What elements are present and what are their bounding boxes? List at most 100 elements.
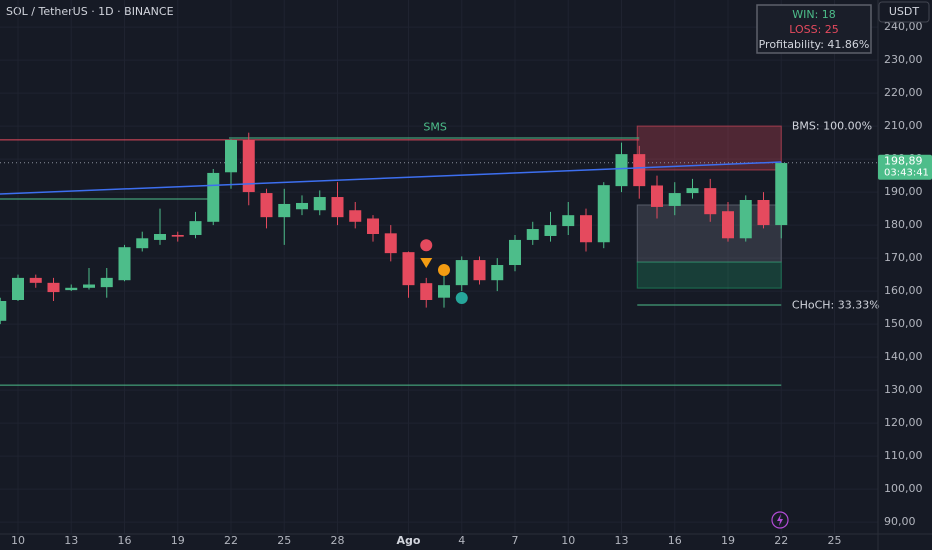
countdown-label: 03:43:41 [884, 168, 929, 179]
candle-body [0, 300, 7, 321]
y-tick-label: 230,00 [884, 53, 923, 66]
price-label-box [878, 154, 932, 180]
candle-body [207, 172, 220, 222]
candle-body [83, 284, 95, 288]
signal-marker [420, 258, 433, 269]
x-tick-label: 10 [561, 534, 575, 547]
signal-marker [438, 263, 450, 276]
x-tick-label: 25 [828, 534, 842, 547]
stats-line: Profitability: 41.86% [759, 38, 870, 51]
candle-body [491, 265, 504, 281]
y-tick-label: 210,00 [884, 119, 923, 132]
candle-body [29, 277, 42, 283]
x-tick-label: 22 [224, 534, 238, 547]
candle-body [118, 247, 131, 281]
candle-body [739, 200, 752, 239]
candle-body [580, 215, 592, 243]
candle-body [633, 154, 646, 187]
x-tick-label: 19 [171, 534, 185, 547]
candle-body [722, 211, 734, 239]
x-tick-label: 16 [118, 534, 132, 547]
x-tick-label: 25 [277, 534, 291, 547]
annotation: BMS: 100.00% [792, 120, 872, 133]
candle-body [686, 188, 699, 194]
candle-body [349, 210, 362, 222]
candle-body [704, 188, 717, 215]
y-tick-label: 180,00 [884, 218, 923, 231]
signal-marker [455, 292, 468, 305]
y-tick-label: 160,00 [884, 284, 923, 297]
grid [0, 0, 878, 534]
levels [0, 137, 878, 386]
candle-body [438, 285, 450, 298]
candle-body [775, 163, 788, 226]
candle-body [420, 283, 433, 301]
alert-icon[interactable] [771, 511, 789, 529]
candle-body [242, 139, 255, 193]
stats-box [756, 4, 872, 54]
x-tick-label: 4 [458, 534, 465, 547]
stats-line: LOSS: 25 [789, 23, 839, 36]
candle-body [402, 252, 415, 286]
candle-body [65, 287, 78, 291]
candle-body [100, 277, 113, 288]
y-tick-label: 190,00 [884, 185, 923, 198]
x-tick-label: 13 [615, 534, 629, 547]
currency-button-label: USDT [889, 5, 920, 18]
candle-body [544, 225, 557, 236]
candle-body [562, 215, 575, 227]
annotation: SMS [423, 120, 446, 133]
y-tick-label: 110,00 [884, 449, 923, 462]
y-tick-label: 220,00 [884, 86, 923, 99]
candle-body [260, 193, 273, 218]
candle-body [225, 139, 237, 173]
y-tick-label: 100,00 [884, 482, 923, 495]
candle-body [12, 277, 24, 301]
candle-body [296, 202, 308, 210]
stats-line: WIN: 18 [792, 8, 836, 21]
candle-body [526, 229, 539, 240]
x-tick-label: 7 [512, 534, 519, 547]
candle-body [651, 185, 663, 207]
y-tick-label: 150,00 [884, 317, 923, 330]
annotation: CHoCH: 33.33% [792, 299, 880, 312]
candle-body [615, 154, 628, 187]
candle-body [473, 260, 486, 281]
y-tick-label: 120,00 [884, 416, 923, 429]
y-tick-label: 140,00 [884, 350, 923, 363]
x-tick-label: 10 [11, 534, 25, 547]
candle-body [597, 185, 610, 243]
candle-body [47, 282, 60, 293]
y-tick-label: 90,00 [884, 515, 916, 528]
x-tick-label: 16 [668, 534, 682, 547]
candle-body [136, 238, 149, 249]
x-tick-label: 13 [64, 534, 78, 547]
candle-body [668, 193, 681, 206]
currency-button[interactable] [878, 1, 930, 23]
candle-body [384, 233, 397, 254]
x-tick-label: 19 [721, 534, 735, 547]
zone [636, 261, 782, 289]
candle-body [455, 260, 468, 286]
y-tick-label: 130,00 [884, 383, 923, 396]
candle-body [154, 233, 166, 240]
y-tick-label: 170,00 [884, 251, 923, 264]
x-tick-label: Ago [397, 534, 421, 547]
candle-body [509, 239, 521, 266]
zone [636, 204, 782, 263]
overlay: SMS BMS: 100.00% CHoCH: 33.33% [0, 120, 880, 312]
symbol-title: SOL / TetherUS · 1D · BINANCE [6, 5, 174, 18]
signal-marker [420, 239, 433, 252]
candle-body [367, 218, 379, 234]
candle-body [171, 234, 184, 237]
price-label: 198,89 [884, 155, 923, 168]
candle-body [278, 203, 291, 218]
candle-body [757, 200, 770, 226]
trendline [0, 161, 782, 195]
candle-body [313, 197, 326, 211]
alert-icon-bolt [777, 514, 783, 526]
x-tick-label: 28 [331, 534, 345, 547]
y-tick-label: 240,00 [884, 20, 923, 33]
